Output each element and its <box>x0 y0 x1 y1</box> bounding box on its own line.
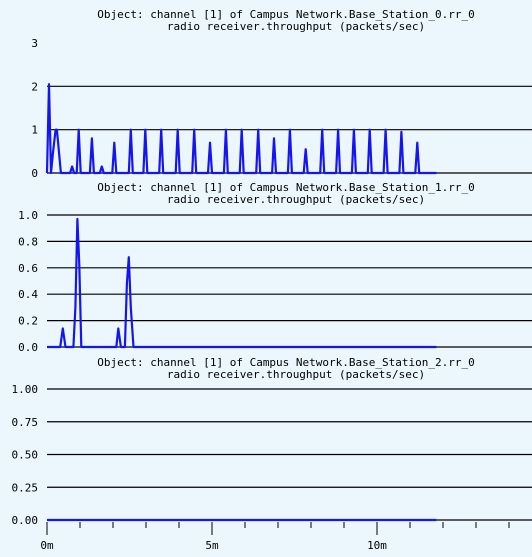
y-tick-label: 0.6 <box>18 262 38 275</box>
chart-subtitle: radio receiver.throughput (packets/sec) <box>167 368 425 381</box>
series-line <box>47 217 437 349</box>
y-tick-label: 0.2 <box>18 315 38 328</box>
chart-title: Object: channel [1] of Campus Network.Ba… <box>97 8 475 21</box>
y-tick-label: 3 <box>31 37 38 50</box>
y-tick-label: 1.0 <box>18 209 38 222</box>
x-tick-label: 10m <box>367 539 387 552</box>
chart-panel-2: Object: channel [1] of Campus Network.Ba… <box>12 356 532 527</box>
chart-title: Object: channel [1] of Campus Network.Ba… <box>97 356 475 369</box>
y-tick-label: 0.25 <box>12 481 39 494</box>
y-tick-label: 0 <box>31 167 38 180</box>
chart-title: Object: channel [1] of Campus Network.Ba… <box>97 181 475 194</box>
y-tick-label: 0.50 <box>12 449 39 462</box>
x-tick-label: 0m <box>40 539 54 552</box>
y-tick-label: 0.4 <box>18 288 38 301</box>
chart-panel-1: Object: channel [1] of Campus Network.Ba… <box>18 181 532 354</box>
x-axis: 0m 5m 10m <box>40 522 510 552</box>
chart-panel-0: Object: channel [1] of Campus Network.Ba… <box>31 8 532 180</box>
y-tick-label: 1.00 <box>12 383 39 396</box>
y-tick-label: 0.75 <box>12 416 39 429</box>
y-tick-label: 2 <box>31 80 38 93</box>
chart-subtitle: radio receiver.throughput (packets/sec) <box>167 20 425 33</box>
chart-subtitle: radio receiver.throughput (packets/sec) <box>167 193 425 206</box>
y-tick-label: 0.8 <box>18 235 38 248</box>
y-tick-label: 0.00 <box>12 514 39 527</box>
y-tick-label: 1 <box>31 124 38 137</box>
x-tick-label: 5m <box>205 539 219 552</box>
series-line <box>45 83 437 175</box>
y-tick-label: 0.0 <box>18 341 38 354</box>
